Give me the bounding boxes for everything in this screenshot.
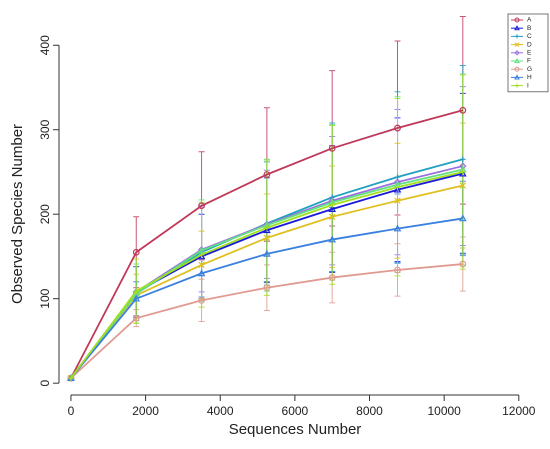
point: [263, 234, 271, 242]
legend-marker: [515, 34, 519, 39]
x-tick-label: 10000: [427, 404, 461, 418]
series-line: [70, 109, 464, 379]
point: [328, 144, 336, 152]
legend-label: A: [527, 17, 532, 24]
point: [132, 248, 140, 256]
point: [459, 182, 467, 189]
point: [198, 251, 205, 258]
series-line: [70, 263, 463, 379]
x-tick-label: 2000: [132, 404, 159, 418]
series-line: [70, 217, 463, 379]
legend-label: D: [527, 41, 532, 48]
legend-marker: [514, 42, 520, 47]
point: [68, 375, 74, 381]
point: [328, 274, 336, 281]
point: [263, 249, 271, 257]
point: [263, 284, 271, 292]
y-tick-label: 100: [38, 288, 52, 308]
point: [132, 314, 140, 322]
legend-marker: [514, 74, 520, 80]
point: [263, 171, 271, 178]
legend-marker: [514, 17, 520, 23]
point: [133, 288, 140, 294]
point: [460, 169, 466, 175]
legend-label: E: [527, 50, 532, 57]
point: [394, 266, 401, 274]
point: [198, 296, 205, 304]
point: [394, 124, 401, 132]
x-tick-label: 12000: [502, 404, 536, 418]
x-tick-label: 6000: [282, 404, 309, 418]
x-tick-label: 4000: [207, 404, 234, 418]
legend-marker: [514, 50, 520, 56]
point: [328, 205, 337, 212]
legend-marker: [514, 66, 520, 72]
y-axis-label: Observed Species Number: [9, 124, 26, 304]
legend-label: G: [527, 66, 532, 73]
point: [132, 294, 141, 302]
point: [459, 106, 467, 114]
legend-marker: [515, 83, 519, 88]
point: [394, 184, 401, 190]
point: [459, 162, 467, 170]
point: [459, 260, 467, 268]
legend-label: I: [527, 82, 529, 89]
x-axis-label: Sequences Number: [229, 421, 362, 438]
legend-label: F: [527, 58, 531, 65]
point: [264, 224, 270, 231]
legend-label: C: [527, 33, 532, 40]
y-tick-label: 200: [38, 204, 52, 224]
x-tick-label: 8000: [356, 404, 383, 418]
point: [263, 226, 271, 234]
y-tick-label: 300: [38, 119, 52, 139]
point: [328, 213, 336, 220]
y-tick-label: 400: [38, 35, 52, 55]
legend-label: B: [527, 25, 531, 32]
point: [393, 224, 402, 232]
point: [198, 202, 205, 210]
legend-marker: [514, 25, 520, 31]
point: [459, 214, 467, 222]
point: [197, 269, 206, 277]
point: [393, 185, 402, 193]
point: [329, 202, 335, 208]
x-tick-label: 0: [68, 404, 75, 418]
point: [459, 169, 467, 177]
point: [328, 235, 337, 243]
y-tick-label: 0: [38, 380, 52, 387]
legend-marker: [514, 57, 520, 64]
point: [460, 156, 466, 163]
point: [198, 261, 205, 269]
point: [394, 197, 401, 204]
legend-label: H: [527, 74, 532, 81]
